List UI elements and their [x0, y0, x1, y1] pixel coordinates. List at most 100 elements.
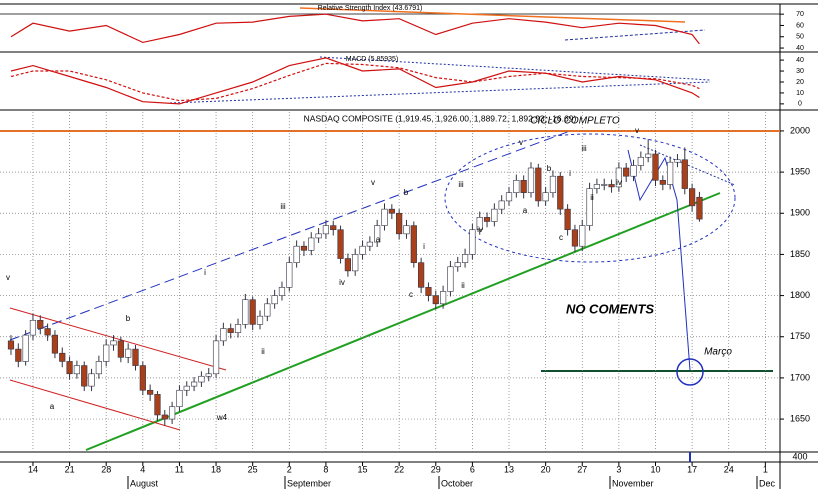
candle-body: [681, 159, 688, 189]
candle-body: [66, 361, 73, 375]
annotation: iv: [616, 178, 622, 187]
x-tick-label: 29: [431, 464, 441, 474]
annotation: iii: [280, 202, 286, 211]
trend-line: [299, 7, 686, 23]
x-tick-label: 2: [287, 464, 292, 474]
candle-body: [593, 184, 601, 189]
candle-body: [623, 167, 630, 177]
indicator-line: [10, 13, 700, 45]
annotation: i: [423, 242, 425, 251]
panel-title: NASDAQ COMPOSITE (1,919.45, 1,926.00, 1,…: [304, 113, 577, 123]
support-line: [85, 192, 721, 451]
candle-body: [37, 319, 44, 329]
annotation: v: [519, 138, 523, 147]
x-tick-label: 21: [65, 464, 75, 474]
candle-body: [439, 291, 447, 305]
candle-body: [557, 175, 564, 210]
candle-body: [286, 262, 293, 288]
candle-body: [652, 153, 659, 181]
candle-body: [564, 208, 571, 231]
x-tick-label: 15: [358, 464, 368, 474]
month-label: August: [130, 478, 159, 488]
annotation: w4: [216, 413, 228, 422]
annotation: ii: [590, 193, 594, 202]
x-tick-label: 27: [577, 464, 587, 474]
candle-body: [271, 295, 278, 305]
candle-body: [103, 344, 110, 362]
candle-body: [388, 208, 395, 214]
channel-line: [9, 379, 181, 431]
candle-body: [571, 229, 579, 247]
panel-title: MACD (5.85935): [346, 56, 399, 63]
x-tick-label: 13: [504, 464, 514, 474]
annotation: iii: [581, 144, 587, 153]
target-circle: [676, 358, 704, 386]
candle-body: [278, 287, 286, 296]
candle-body: [73, 365, 81, 375]
candle-body: [630, 165, 637, 177]
y-tick-label: 0: [798, 101, 802, 108]
candle-body: [139, 365, 146, 391]
candle-body: [674, 159, 681, 163]
candle-body: [190, 381, 198, 387]
candle-body: [352, 254, 359, 272]
candle-body: [403, 225, 410, 235]
candle-body: [161, 414, 168, 420]
y-tick-label: 1800: [790, 290, 810, 300]
candle-body: [645, 153, 652, 158]
candle-body: [110, 340, 117, 346]
annotation: c: [559, 233, 563, 242]
trend-line: [319, 56, 711, 81]
candle-body: [491, 208, 498, 222]
candle-body: [29, 319, 37, 336]
candle-body: [637, 156, 644, 166]
candle-body: [381, 208, 388, 226]
annotation: a: [523, 206, 528, 215]
annotation: NO COMENTS: [566, 301, 654, 316]
candle-body: [366, 241, 373, 247]
x-tick-label: 14: [28, 464, 38, 474]
x-tick-label: 28: [101, 464, 111, 474]
y-tick-label: 10: [796, 90, 804, 97]
candle-body: [667, 161, 674, 185]
annotation: v: [371, 178, 375, 187]
candle-body: [198, 375, 205, 383]
candle-body: [212, 340, 220, 375]
x-tick-label: 4: [140, 464, 145, 474]
candle-body: [608, 184, 615, 188]
month-label: September: [287, 478, 331, 488]
candle-body: [264, 303, 271, 317]
candle-body: [242, 299, 249, 325]
annotation: b: [126, 314, 131, 323]
y-tick-label: 20: [796, 79, 804, 86]
candle-body: [549, 175, 557, 193]
candle-body: [220, 328, 227, 342]
candle-body: [59, 352, 66, 362]
annotation: ii: [261, 347, 265, 356]
annotation: a: [50, 402, 55, 411]
x-tick-label: 24: [724, 464, 734, 474]
candle-body: [51, 334, 59, 354]
candle-body: [132, 348, 139, 366]
y-tick-label: 1750: [790, 331, 810, 341]
candle-body: [498, 200, 505, 210]
candle-body: [322, 225, 330, 235]
candle-body: [447, 266, 454, 292]
annotation: iv: [477, 225, 483, 234]
x-tick-label: 6: [470, 464, 475, 474]
candle-body: [7, 340, 15, 350]
candle-body: [586, 188, 593, 226]
candle-body: [227, 328, 234, 333]
annotation: i: [204, 268, 206, 277]
y-tick-label: 40: [796, 45, 804, 52]
candle-body: [425, 287, 432, 296]
month-label: October: [441, 478, 473, 488]
y-tick-label: 1650: [790, 413, 810, 423]
candle-body: [15, 348, 22, 362]
candle-body: [169, 406, 176, 420]
candle-body: [176, 389, 183, 408]
x-tick-label: 22: [394, 464, 404, 474]
y-tick-label: 60: [796, 22, 804, 29]
